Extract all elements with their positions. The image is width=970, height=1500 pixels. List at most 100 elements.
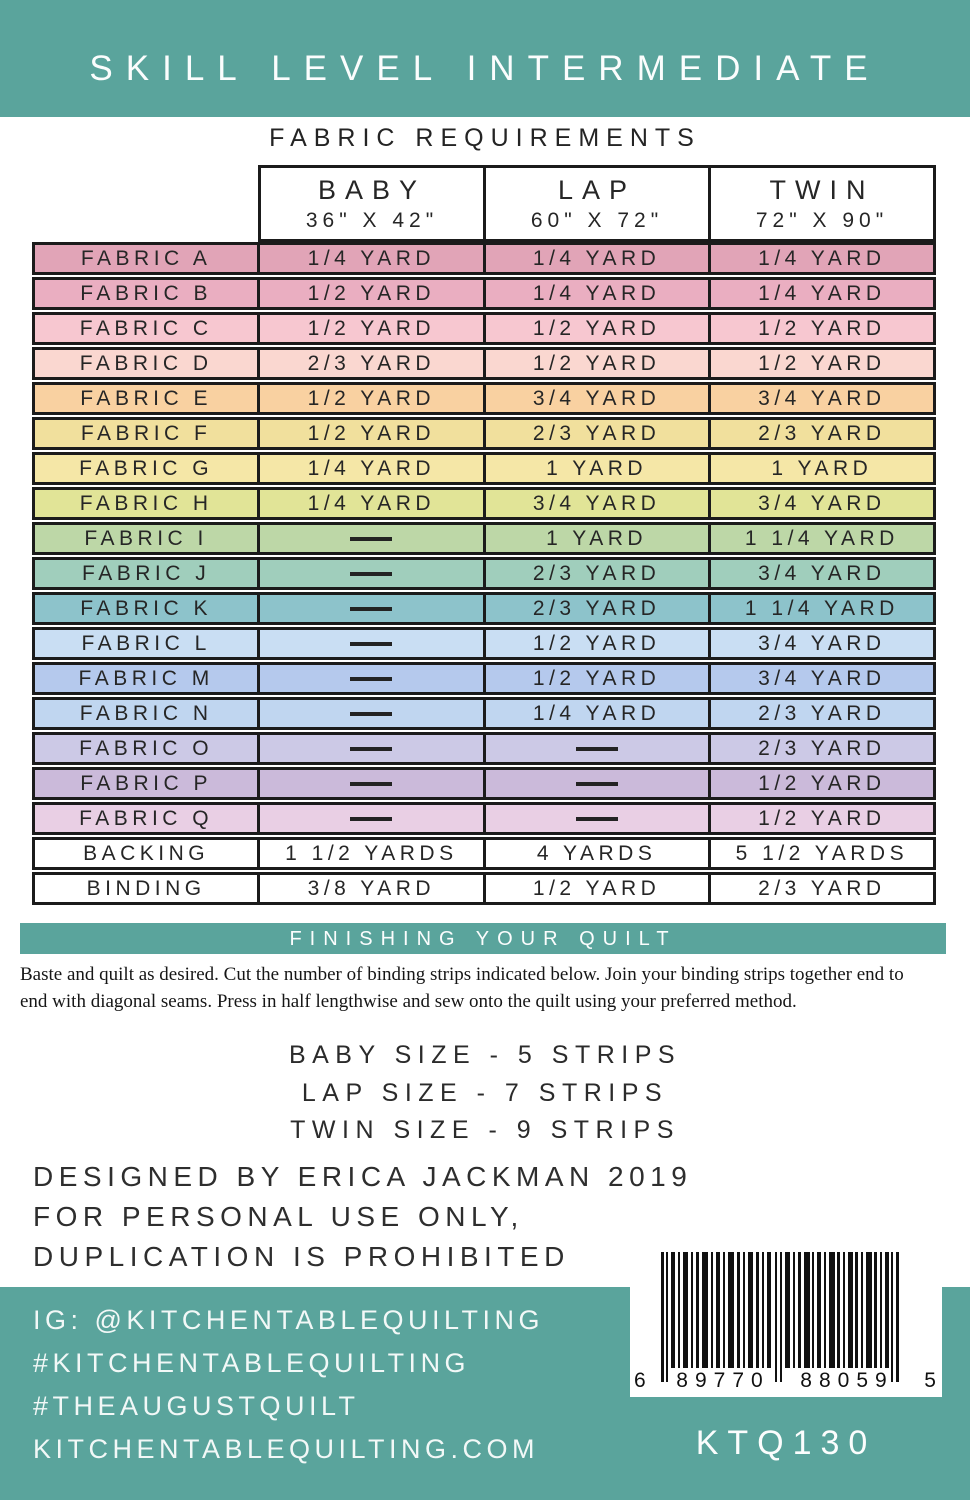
baby-yardage-cell: 1/2 YARD <box>257 315 482 342</box>
twin-yardage-cell: 2/3 YARD <box>707 875 933 902</box>
fabric-label-cell: FABRIC J <box>82 561 211 585</box>
twin-yardage-cell: 3/4 YARD <box>707 490 933 517</box>
baby-yardage-cell: — <box>257 630 482 657</box>
table-row: FABRIC D 2/3 YARD 1/2 YARD 1/2 YARD <box>32 347 936 380</box>
designer-credits: DESIGNED BY ERICA JACKMAN 2019 FOR PERSO… <box>33 1157 692 1277</box>
fabric-label-cell: FABRIC P <box>80 771 212 795</box>
twin-yardage-cell: 5 1/2 YARDS <box>707 840 933 867</box>
text-line: BABY SIZE - 5 STRIPS <box>288 1041 682 1069</box>
text-line: DUPLICATION IS PROHIBITED <box>33 1241 570 1272</box>
lap-yardage-cell: 1 YARD <box>482 525 708 552</box>
twin-yardage-cell: 2/3 YARD <box>707 420 933 447</box>
size-dimensions: 72" X 90" <box>755 208 889 232</box>
lap-yardage-cell: 1/4 YARD <box>482 245 708 272</box>
fabric-label-cell: FABRIC H <box>79 491 213 515</box>
barcode-icon <box>661 1252 899 1382</box>
table-row: FABRIC J — 2/3 YARD 3/4 YARD <box>32 557 936 590</box>
table-row: FABRIC B 1/2 YARD 1/4 YARD 1/4 YARD <box>32 277 936 310</box>
lap-yardage-cell: 1/2 YARD <box>482 630 708 657</box>
twin-yardage-cell: 1/2 YARD <box>707 770 933 797</box>
fabric-label-cell: BACKING <box>83 841 210 865</box>
skill-level-banner: SKILL LEVEL INTERMEDIATE <box>0 0 970 117</box>
lap-yardage-cell: 1/4 YARD <box>482 280 708 307</box>
table-row: FABRIC N — 1/4 YARD 2/3 YARD <box>32 697 936 730</box>
table-size-column-header: LAP 60" X 72" <box>483 168 708 239</box>
size-dimensions: 36" X 42" <box>305 208 439 232</box>
barcode-digit-check: 5 <box>924 1369 936 1392</box>
lap-yardage-cell: 3/4 YARD <box>482 490 708 517</box>
fabric-label-cell: FABRIC G <box>79 456 214 480</box>
twin-yardage-cell: 3/4 YARD <box>707 560 933 587</box>
twin-yardage-cell: 1/2 YARD <box>707 315 933 342</box>
barcode-digits: 6 89770 88059 5 <box>634 1369 936 1393</box>
baby-yardage-cell: — <box>257 770 482 797</box>
lap-yardage-cell: 1/4 YARD <box>482 700 708 727</box>
baby-yardage-cell: 1/2 YARD <box>257 280 482 307</box>
fabric-label-cell: FABRIC L <box>81 631 211 655</box>
lap-yardage-cell: 1/2 YARD <box>482 350 708 377</box>
table-row: FABRIC F 1/2 YARD 2/3 YARD 2/3 YARD <box>32 417 936 450</box>
product-code: KTQ130 <box>695 1424 877 1462</box>
baby-yardage-cell: — <box>257 805 482 832</box>
skill-level-text: SKILL LEVEL INTERMEDIATE <box>89 49 881 88</box>
lap-yardage-cell: — <box>482 770 708 797</box>
text-line: #KITCHENTABLEQUILTING <box>33 1348 471 1378</box>
text-line: FOR PERSONAL USE ONLY, <box>33 1201 524 1232</box>
text-line: IG: @KITCHENTABLEQUILTING <box>33 1305 544 1335</box>
twin-yardage-cell: 2/3 YARD <box>707 700 933 727</box>
baby-yardage-cell: 1/2 YARD <box>257 420 482 447</box>
text-line: #THEAUGUSTQUILT <box>33 1391 360 1421</box>
fabric-label-cell: BINDING <box>86 876 206 900</box>
fabric-label-cell: FABRIC I <box>84 526 208 550</box>
barcode-digit-lead: 6 <box>634 1369 646 1392</box>
fabric-requirements-title: FABRIC REQUIREMENTS <box>269 124 701 152</box>
size-name: BABY <box>317 174 427 205</box>
baby-yardage-cell: 1 1/2 YARDS <box>257 840 482 867</box>
table-row: FABRIC G 1/4 YARD 1 YARD 1 YARD <box>32 452 936 485</box>
binding-strips-list: BABY SIZE - 5 STRIPS LAP SIZE - 7 STRIPS… <box>0 1037 970 1150</box>
fabric-label-cell: FABRIC N <box>79 701 213 725</box>
lap-yardage-cell: — <box>482 805 708 832</box>
twin-yardage-cell: 1/2 YARD <box>707 350 933 377</box>
table-row: FABRIC Q — — 1/2 YARD <box>32 802 936 835</box>
table-row: FABRIC L — 1/2 YARD 3/4 YARD <box>32 627 936 660</box>
table-row: FABRIC K — 2/3 YARD 1 1/4 YARD <box>32 592 936 625</box>
fabric-label-cell: FABRIC M <box>78 666 214 690</box>
twin-yardage-cell: 2/3 YARD <box>707 735 933 762</box>
table-row: BINDING 3/8 YARD 1/2 YARD 2/3 YARD <box>32 872 936 905</box>
finishing-banner: FINISHING YOUR QUILT <box>20 923 946 954</box>
lap-yardage-cell: 4 YARDS <box>482 840 708 867</box>
size-dimensions: 60" X 72" <box>530 208 664 232</box>
baby-yardage-cell: 2/3 YARD <box>257 350 482 377</box>
lap-yardage-cell: 3/4 YARD <box>482 385 708 412</box>
twin-yardage-cell: 3/4 YARD <box>707 385 933 412</box>
fabric-label-cell: FABRIC Q <box>79 806 214 830</box>
lap-yardage-cell: 1/2 YARD <box>482 875 708 902</box>
fabric-table-header: BABY 36" X 42" LAP 60" X 72" TWIN 72" X … <box>258 165 936 242</box>
fabric-label-cell: FABRIC E <box>80 386 212 410</box>
social-links-list: IG: @KITCHENTABLEQUILTING #KITCHENTABLEQ… <box>33 1299 544 1471</box>
lap-yardage-cell: 2/3 YARD <box>482 420 708 447</box>
baby-yardage-cell: — <box>257 560 482 587</box>
baby-yardage-cell: 1/4 YARD <box>257 245 482 272</box>
fabric-label-cell: FABRIC O <box>79 736 214 760</box>
twin-yardage-cell: 3/4 YARD <box>707 630 933 657</box>
lap-yardage-cell: 2/3 YARD <box>482 595 708 622</box>
table-row: FABRIC O — — 2/3 YARD <box>32 732 936 765</box>
finishing-paragraph: Baste and quilt as desired. Cut the numb… <box>20 964 904 1012</box>
baby-yardage-cell: — <box>257 700 482 727</box>
text-line: KITCHENTABLEQUILTING.COM <box>33 1434 540 1464</box>
lap-yardage-cell: 1/2 YARD <box>482 315 708 342</box>
finishing-banner-text: FINISHING YOUR QUILT <box>289 928 677 950</box>
twin-yardage-cell: 1/4 YARD <box>707 245 933 272</box>
lap-yardage-cell: 1 YARD <box>482 455 708 482</box>
fabric-table-body: FABRIC A 1/4 YARD 1/4 YARD 1/4 YARD FABR… <box>32 242 936 907</box>
fabric-label-cell: FABRIC D <box>79 351 213 375</box>
table-size-column-header: BABY 36" X 42" <box>261 168 483 239</box>
barcode-digit-group: 88059 <box>800 1369 894 1392</box>
table-row: BACKING 1 1/2 YARDS 4 YARDS 5 1/2 YARDS <box>32 837 936 870</box>
fabric-label-cell: FABRIC B <box>80 281 212 305</box>
table-row: FABRIC M — 1/2 YARD 3/4 YARD <box>32 662 936 695</box>
text-line: TWIN SIZE - 9 STRIPS <box>290 1116 680 1144</box>
